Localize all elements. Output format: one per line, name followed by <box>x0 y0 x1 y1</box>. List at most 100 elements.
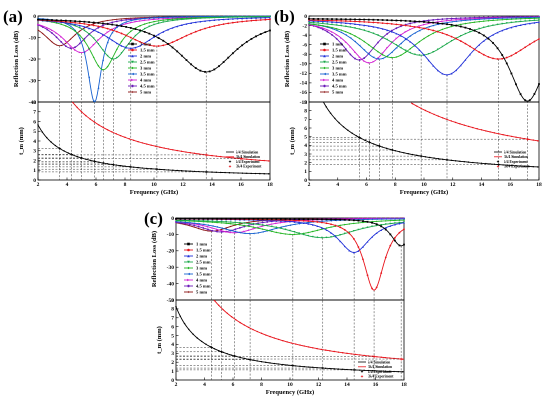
tm-legend-label: λ/4 Experiment <box>504 160 528 164</box>
rl-series-marker <box>83 51 86 54</box>
rl-series-marker <box>171 26 174 29</box>
rl-series-marker <box>106 19 109 22</box>
rl-series-marker <box>326 30 329 33</box>
rl-series-marker <box>78 34 81 37</box>
quarter-wave-simulation-line-marker <box>269 362 271 364</box>
rl-series-marker <box>519 20 522 23</box>
rl-series-marker <box>339 224 342 227</box>
rl-series-marker <box>125 46 128 49</box>
rl-series-marker <box>270 230 273 233</box>
rl-series-marker <box>293 233 296 236</box>
rl-series-marker <box>222 61 225 63</box>
rl-series-marker <box>176 19 179 21</box>
rl-series-marker <box>74 30 77 33</box>
three-quarter-wave-simulation-line-marker <box>384 356 387 359</box>
legend-label: 2 mm <box>332 54 343 59</box>
legend-label: 1.5 mm <box>140 48 155 53</box>
rl-series-marker <box>321 24 324 27</box>
legend-swatch-marker <box>187 284 190 288</box>
quarter-wave-simulation-line-marker <box>459 160 461 162</box>
rl-series-marker <box>459 64 462 67</box>
rl-series-marker <box>46 26 49 29</box>
rl-series-marker <box>358 18 361 21</box>
rl-series-marker <box>220 228 223 231</box>
quarter-wave-simulation-line-marker <box>286 364 288 366</box>
rl-series-marker <box>255 17 257 19</box>
rl-series-marker <box>395 19 398 22</box>
rl-series-marker <box>148 17 151 20</box>
rl-series-marker <box>157 37 160 39</box>
quarter-wave-simulation-line-marker <box>205 343 207 345</box>
quarter-wave-simulation-line-marker <box>476 162 478 164</box>
rl-series-marker <box>395 44 398 46</box>
rl-series-marker <box>176 50 179 53</box>
rl-series-marker <box>505 27 508 30</box>
rl-series-marker <box>197 219 200 222</box>
rl-series-marker <box>153 36 155 38</box>
tm-y-tick-label: 1 <box>304 169 307 175</box>
rl-series-marker <box>398 244 401 247</box>
rl-series-marker <box>275 227 278 230</box>
rl-series-marker <box>74 46 77 49</box>
rl-series-marker <box>261 231 264 233</box>
quarter-wave-experiment-point <box>57 146 62 151</box>
three-quarter-wave-simulation-line-marker <box>333 350 335 353</box>
rl-y-tick-label: -12 <box>300 71 308 77</box>
tm-legend-label: λ/4 Experiment <box>368 370 392 374</box>
quarter-wave-simulation-line-marker <box>433 157 435 159</box>
rl-series-marker <box>241 16 244 18</box>
rl-series-marker <box>270 228 273 231</box>
rl-series-marker <box>139 18 141 20</box>
rl-series-marker <box>78 30 81 32</box>
rl-series-marker <box>248 229 250 232</box>
rl-series-marker <box>377 21 379 24</box>
rl-series-marker <box>380 218 383 221</box>
quarter-wave-simulation-line-marker <box>259 172 261 175</box>
rl-series-marker <box>190 32 193 35</box>
rl-series-marker <box>180 36 183 39</box>
rl-series-marker <box>427 59 430 62</box>
x-tick-label: 14 <box>479 182 485 188</box>
three-quarter-wave-simulation-line-marker <box>215 155 218 157</box>
rl-y-tick-label: -10 <box>167 232 175 238</box>
quarter-wave-experiment-point <box>155 167 159 171</box>
rl-series-marker <box>194 67 197 69</box>
legend-swatch-marker <box>131 54 134 58</box>
rl-series-marker <box>528 19 531 22</box>
x-tick-label: 14 <box>344 382 350 388</box>
rl-series-marker <box>222 23 225 26</box>
rl-series-marker <box>115 18 118 21</box>
tm-y-tick-label: 8 <box>304 108 307 114</box>
rl-series-marker <box>335 27 338 30</box>
rl-series-marker <box>102 33 104 36</box>
rl-series-marker <box>344 22 347 25</box>
tm-y-axis-title: t_m (mm) <box>289 127 296 155</box>
rl-series-marker <box>427 21 430 24</box>
rl-series-marker <box>74 23 77 26</box>
rl-series-marker <box>436 48 439 51</box>
rl-series-marker <box>505 18 508 21</box>
rl-series-marker <box>335 18 338 21</box>
legend-label: 4 mm <box>196 278 207 283</box>
rl-series-marker <box>339 218 342 221</box>
rl-series-marker <box>302 222 305 224</box>
rl-series-marker <box>400 42 402 45</box>
rl-series-marker <box>279 232 282 235</box>
x-tick-label: 2 <box>37 182 40 188</box>
rl-series-marker <box>289 233 291 236</box>
rl-series-marker <box>193 219 196 222</box>
rl-series-marker <box>317 20 320 23</box>
rl-series-marker <box>167 28 169 31</box>
three-quarter-wave-simulation-line-marker <box>254 159 257 161</box>
rl-series-marker <box>102 20 104 23</box>
x-tick-label: 8 <box>124 182 127 188</box>
rl-series-marker <box>248 222 250 225</box>
rl-series-marker <box>227 56 230 59</box>
rl-series-marker <box>250 19 253 22</box>
rl-series-marker <box>245 16 248 18</box>
three-quarter-wave-simulation-line-marker <box>454 121 457 124</box>
rl-y-tick-label: -10 <box>300 62 308 68</box>
three-quarter-wave-simulation-line-marker <box>350 353 352 355</box>
rl-series-marker <box>352 237 355 240</box>
tm-legend-label: 3λ/4 Experiment <box>368 375 394 379</box>
